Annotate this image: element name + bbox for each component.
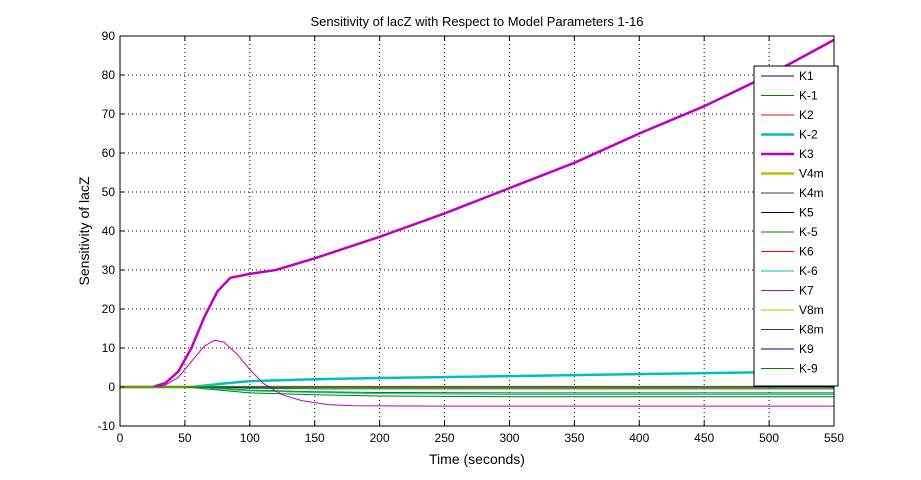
x-tick-labels: 0 50 100 150 200 250 300 350 400 450 500 550 bbox=[117, 431, 845, 445]
legend-item[interactable]: K2 bbox=[761, 108, 814, 122]
x-tick-label: 450 bbox=[694, 431, 714, 445]
x-tick-label: 550 bbox=[824, 431, 844, 445]
legend-label: V8m bbox=[799, 303, 824, 317]
y-tick-label: 10 bbox=[102, 341, 116, 355]
x-tick-label: 100 bbox=[240, 431, 260, 445]
legend-item[interactable]: K6 bbox=[761, 245, 814, 259]
x-tick-label: 500 bbox=[759, 431, 779, 445]
series-line-k-9 bbox=[120, 386, 834, 390]
chart-title: Sensitivity of lacZ with Respect to Mode… bbox=[310, 14, 643, 29]
legend-label: K7 bbox=[799, 284, 814, 298]
legend[interactable]: K1 K-1 K2 K-2 K3 V4m K4m K5 K-5 K6 K-6 K7 V8m K8m K9 K-… bbox=[753, 65, 839, 387]
legend-item[interactable]: K9 bbox=[761, 342, 814, 356]
y-tick-label: 0 bbox=[108, 380, 115, 394]
legend-label: K-2 bbox=[799, 128, 818, 142]
legend-item[interactable]: V4m bbox=[761, 167, 824, 181]
y-tick-label: 20 bbox=[102, 302, 116, 316]
legend-label: K-5 bbox=[799, 225, 818, 239]
y-tick-label: 40 bbox=[102, 224, 116, 238]
legend-item[interactable]: K-6 bbox=[761, 264, 818, 278]
legend-label: K2 bbox=[799, 108, 814, 122]
y-tick-labels: -10 0 10 20 30 40 50 60 70 80 90 bbox=[98, 29, 116, 433]
x-tick-label: 250 bbox=[435, 431, 455, 445]
series-lines bbox=[120, 38, 834, 407]
x-tick-label: 350 bbox=[564, 431, 584, 445]
legend-item[interactable]: K8m bbox=[761, 323, 824, 337]
legend-item[interactable]: K-9 bbox=[761, 362, 818, 376]
legend-label: K-9 bbox=[799, 362, 818, 376]
legend-item[interactable]: V8m bbox=[761, 303, 824, 317]
legend-item[interactable]: K7 bbox=[761, 284, 814, 298]
legend-item[interactable]: K-5 bbox=[761, 225, 818, 239]
legend-item[interactable]: K-2 bbox=[761, 128, 818, 142]
x-tick-label: 0 bbox=[117, 431, 124, 445]
legend-item[interactable]: K1 bbox=[761, 69, 814, 83]
legend-label: K-1 bbox=[799, 89, 818, 103]
legend-label: K-6 bbox=[799, 264, 818, 278]
legend-item[interactable]: K-1 bbox=[761, 89, 818, 103]
x-tick-label: 400 bbox=[629, 431, 649, 445]
series-line-k7 bbox=[120, 339, 834, 407]
legend-item[interactable]: K5 bbox=[761, 206, 814, 220]
legend-label: K8m bbox=[799, 323, 824, 337]
y-tick-label: -10 bbox=[98, 419, 116, 433]
y-tick-label: 50 bbox=[102, 185, 116, 199]
y-tick-label: 30 bbox=[102, 263, 116, 277]
series-line-k3 bbox=[120, 38, 834, 389]
x-tick-label: 200 bbox=[370, 431, 390, 445]
legend-box bbox=[753, 65, 839, 387]
x-tick-label: 300 bbox=[499, 431, 519, 445]
legend-label: K1 bbox=[799, 69, 814, 83]
y-tick-label: 90 bbox=[102, 29, 116, 43]
legend-label: K3 bbox=[799, 147, 814, 161]
legend-label: K5 bbox=[799, 206, 814, 220]
legend-label: K4m bbox=[799, 186, 824, 200]
legend-label: K6 bbox=[799, 245, 814, 259]
series-line-k-2 bbox=[120, 369, 834, 389]
x-axis-label: Time (seconds) bbox=[429, 451, 525, 467]
legend-item[interactable]: K3 bbox=[761, 147, 814, 161]
x-tick-label: 150 bbox=[305, 431, 325, 445]
legend-item[interactable]: K4m bbox=[761, 186, 824, 200]
y-tick-label: 60 bbox=[102, 146, 116, 160]
y-axis-label: Sensitivity of lacZ bbox=[76, 176, 92, 285]
x-tick-label: 50 bbox=[178, 431, 192, 445]
legend-label: K9 bbox=[799, 342, 814, 356]
legend-label: V4m bbox=[799, 167, 824, 181]
y-tick-label: 70 bbox=[102, 107, 116, 121]
y-tick-label: 80 bbox=[102, 68, 116, 82]
